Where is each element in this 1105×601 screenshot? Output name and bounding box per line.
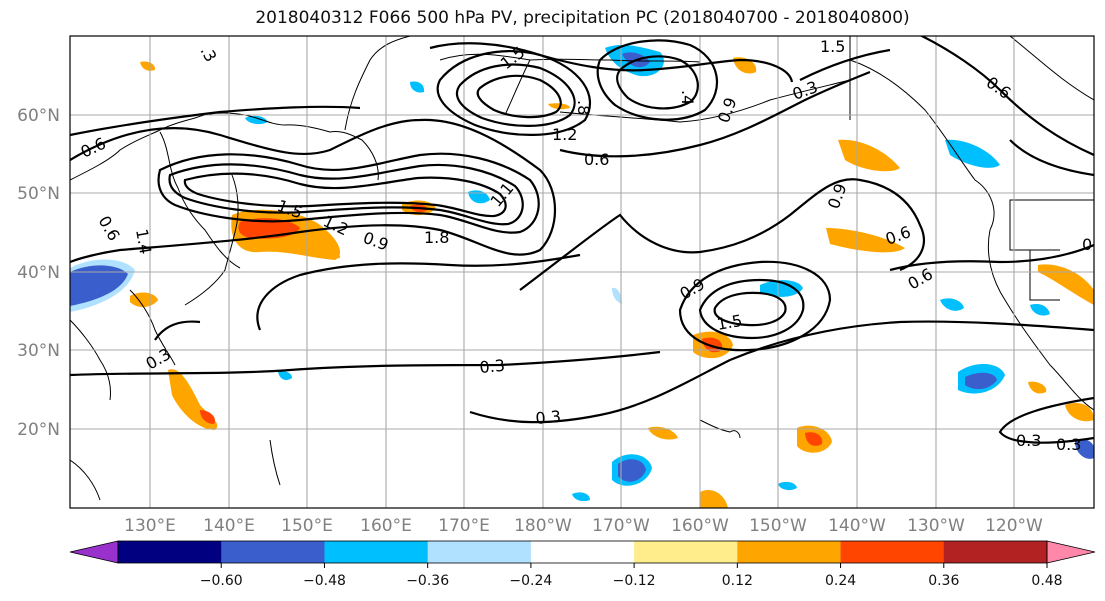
lon-label: 150°E — [281, 516, 333, 536]
colorbar-tick-label: 0.24 — [825, 573, 856, 589]
colorbar-segment — [324, 541, 429, 563]
lon-label: 160°W — [671, 516, 729, 536]
map-title: 2018040312 F066 500 hPa PV, precipitatio… — [255, 8, 910, 28]
lon-label: 180°W — [514, 516, 572, 536]
contour-label: 1.4 — [132, 227, 155, 255]
colorbar-segment — [221, 541, 325, 563]
colorbar-tick-label: −0.36 — [406, 573, 449, 589]
colorbar-outline — [117, 540, 1048, 564]
contour-label: 0.3 — [479, 356, 506, 377]
contour-label: 0.3 — [535, 407, 562, 428]
contour-label: 0.3 — [1016, 431, 1041, 450]
lat-label-20n: 20°N — [17, 420, 60, 440]
colorbar-tick-label: −0.12 — [613, 573, 656, 589]
longitude-labels: 130°E 140°E 150°E 160°E 170°E 180°W 170°… — [124, 516, 1043, 536]
lat-label-40n: 40°N — [17, 263, 60, 283]
lon-label: 140°W — [828, 516, 886, 536]
lon-label: 160°E — [360, 516, 412, 536]
pv-contours — [70, 36, 1094, 444]
contour-label: 1.8 — [424, 228, 449, 247]
colorbar-tick-label: −0.60 — [200, 573, 243, 589]
colorbar-segment — [737, 541, 842, 563]
colorbar-tick-label: 0.36 — [928, 573, 959, 589]
contour-label: .8 — [574, 100, 593, 115]
contour-label: 0.6 — [584, 150, 609, 169]
colorbar-segment — [427, 541, 532, 563]
lon-label: 130°W — [907, 516, 965, 536]
lat-label-30n: 30°N — [17, 341, 60, 361]
colorbar-segment — [943, 541, 1048, 563]
lon-label: 120°W — [985, 516, 1043, 536]
map-frame — [69, 35, 1095, 509]
colorbar-segment — [634, 541, 738, 563]
precip-shading — [70, 45, 1094, 508]
colorbar-tick-label: −0.48 — [303, 573, 346, 589]
lon-label: 130°E — [124, 516, 176, 536]
lon-label: 170°W — [592, 516, 650, 536]
lon-label: 170°E — [438, 516, 490, 536]
colorbar-segment — [530, 541, 635, 563]
colorbar-tick-label: 0.12 — [722, 573, 753, 589]
contour-label: 1.2 — [552, 125, 577, 144]
coastlines — [70, 36, 1094, 501]
colorbar: −0.60 −0.48 −0.36 −0.24 −0.12 0.12 0.24 0.36 0.4… — [69, 540, 1096, 589]
latitude-labels: 60°N 50°N 40°N 30°N 20°N — [17, 106, 60, 440]
contour-label: 0.3 — [1056, 435, 1081, 454]
contour-label: 0.6 — [1082, 235, 1105, 254]
contour-label: .4 — [678, 90, 697, 105]
lat-label-60n: 60°N — [17, 106, 60, 126]
lon-label: 150°W — [749, 516, 807, 536]
lat-label-50n: 50°N — [17, 184, 60, 204]
colorbar-tick-label: −0.24 — [509, 573, 552, 589]
contour-label: 1.5 — [820, 37, 845, 56]
colorbar-segment — [840, 541, 945, 563]
colorbar-tick-label: 0.48 — [1031, 573, 1062, 589]
lon-label: 140°E — [203, 516, 255, 536]
colorbar-min-extension — [69, 540, 119, 564]
colorbar-max-extension — [1046, 540, 1096, 564]
colorbar-segment — [118, 541, 222, 563]
contour-label: 1.5 — [715, 311, 743, 334]
